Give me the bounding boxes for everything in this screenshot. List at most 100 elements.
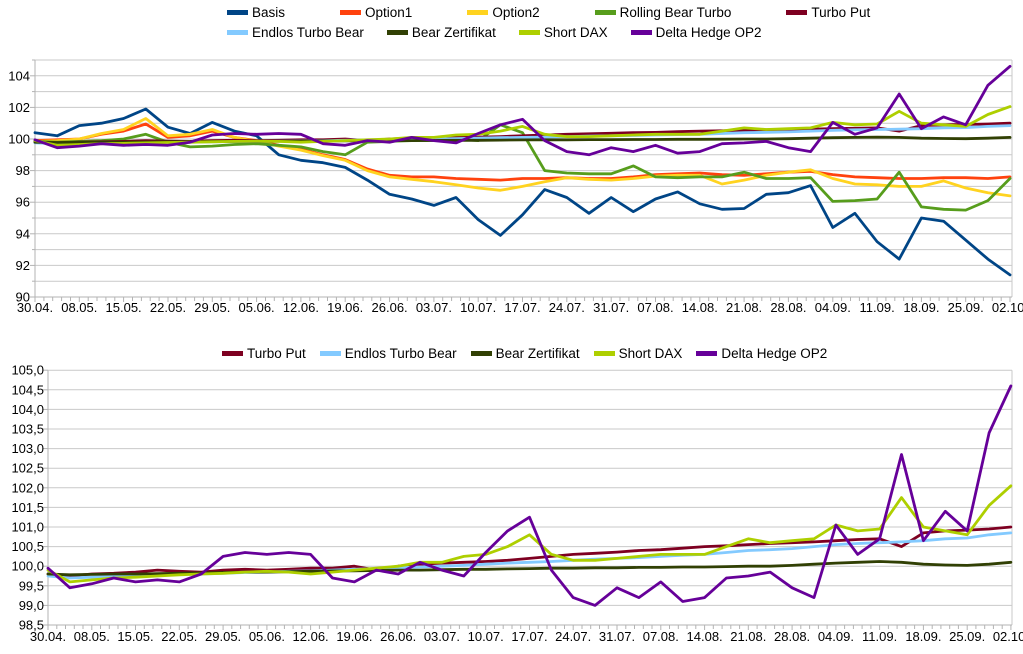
legend-item-bear-zertifikat: Bear Zertifikat — [386, 24, 496, 40]
y-axis-tick-label: 90 — [16, 290, 30, 305]
legend-label: Rolling Bear Turbo — [619, 4, 732, 20]
legend-swatch-rolling-bear-turbo-icon — [594, 9, 616, 15]
legend-row: Turbo Put Endlos Turbo Bear Bear Zertifika… — [222, 343, 827, 363]
x-axis-tick-label: 15.05. — [106, 300, 142, 315]
series-line-short-dax[interactable] — [33, 105, 1012, 147]
legend-item-short-dax: Short DAX — [593, 345, 683, 361]
x-axis-tick-label: 19.06. — [327, 300, 363, 315]
bottom-chart-legend: Turbo Put Endlos Turbo Bear Bear Zertifika… — [0, 343, 827, 363]
legend-swatch-endlos-turbo-bear-icon — [319, 350, 341, 356]
legend-label: Delta Hedge OP2 — [721, 345, 828, 361]
x-axis-tick-label: 12.06. — [283, 300, 319, 315]
y-axis-tick-label: 98,5 — [19, 618, 44, 633]
x-axis-tick-label: 21.08. — [726, 300, 762, 315]
x-axis-tick-label: 26.06. — [372, 300, 408, 315]
series-line-option1[interactable] — [33, 122, 1012, 182]
legend-label: Bear Zertifikat — [411, 24, 496, 40]
y-axis-tick-label: 99,5 — [19, 578, 44, 593]
x-axis-tick-label: 28.08. — [770, 300, 806, 315]
y-axis-tick-label: 102,0 — [11, 480, 44, 495]
x-axis-tick-label: 10.07. — [468, 629, 504, 644]
x-axis-tick-label: 12.06. — [293, 629, 329, 644]
legend-item-endlos-turbo-bear: Endlos Turbo Bear — [227, 25, 364, 40]
top-chart-legend: Basis Option1 Option2 Rolling Bear Turbo Tur… — [0, 2, 870, 42]
x-axis-tick-label: 31.07. — [593, 300, 629, 315]
legend-swatch-endlos-turbo-bear-icon — [227, 29, 248, 35]
x-axis-tick-label: 03.07. — [416, 300, 452, 315]
x-axis-tick-label: 25.09. — [949, 629, 985, 644]
legend-label: Turbo Put — [811, 4, 871, 20]
x-axis-tick-label: 04.09. — [818, 629, 854, 644]
chart-performance-all-instruments[interactable]: 90 92 94 96 98 100 102 104 30.04. 08.05. 15.05. 22.… — [8, 59, 1023, 315]
legend-swatch-delta-hedge-op2-icon — [630, 29, 652, 35]
y-axis-tick-label: 94 — [16, 226, 30, 241]
x-axis-tick-label: 24.07. — [549, 300, 585, 315]
x-axis-tick-label: 02.10. — [992, 300, 1023, 315]
x-axis-tick-label: 03.07. — [424, 629, 460, 644]
legend-swatch-bear-zertifikat-icon — [470, 350, 492, 356]
y-axis-tick-label: 101,0 — [11, 520, 44, 535]
legend-swatch-turbo-put-icon — [786, 9, 808, 15]
legend-swatch-turbo-put-icon — [222, 350, 243, 356]
x-axis-tick-label: 30.04. — [30, 629, 66, 644]
y-axis-tick-label: 104,0 — [11, 402, 44, 417]
y-axis-tick-label: 103,0 — [11, 441, 44, 456]
y-axis-tick-label: 96 — [16, 195, 30, 210]
x-axis-tick-label: 10.07. — [460, 300, 496, 315]
legend-item-basis: Basis — [227, 5, 285, 20]
legend-swatch-basis-icon — [227, 9, 248, 15]
series-line-rolling-bear-turbo[interactable] — [33, 123, 1012, 212]
legend-label: Short DAX — [618, 345, 683, 361]
x-axis-tick-label: 29.05. — [194, 300, 230, 315]
legend-label: Turbo Put — [247, 345, 306, 361]
series-line-short-dax[interactable] — [46, 484, 1013, 584]
x-axis-tick-label: 07.08. — [643, 629, 679, 644]
legend-label: Bear Zertifikat — [495, 345, 580, 361]
x-axis-tick-label: 17.07. — [511, 629, 547, 644]
legend-item-delta-hedge-op2: Delta Hedge OP2 — [630, 25, 761, 40]
legend-item-turbo-put: Turbo Put — [222, 346, 306, 361]
x-axis-tick-label: 29.05. — [205, 629, 241, 644]
legend-row: Basis Option1 Option2 Rolling Bear Turbo Tur… — [227, 2, 870, 22]
x-axis-tick-label: 19.06. — [336, 629, 372, 644]
legend-item-option2: Option2 — [467, 4, 540, 20]
x-axis-tick-label: 30.04. — [17, 300, 53, 315]
legend-label: Option2 — [492, 4, 540, 20]
legend-swatch-delta-hedge-op2-icon — [696, 350, 718, 356]
legend-item-turbo-put: Turbo Put — [786, 5, 870, 20]
x-axis-tick-label: 15.05. — [117, 629, 153, 644]
legend-label: Option1 — [365, 4, 413, 20]
x-axis-tick-label: 22.05. — [150, 300, 186, 315]
series-line-delta-hedge-op2[interactable] — [46, 384, 1013, 607]
series-line-basis[interactable] — [33, 107, 1012, 277]
legend-label: Endlos Turbo Bear — [344, 345, 457, 361]
x-axis-tick-label: 17.07. — [504, 300, 540, 315]
y-axis-tick-label: 100,0 — [11, 559, 44, 574]
x-axis-tick-label: 14.08. — [687, 629, 723, 644]
series-line-delta-hedge-op2[interactable] — [33, 64, 1012, 157]
x-axis-tick-label: 05.06. — [239, 300, 275, 315]
x-axis-tick-label: 04.09. — [815, 300, 851, 315]
legend-swatch-option1-icon — [340, 9, 362, 15]
x-axis-tick-label: 22.05. — [161, 629, 197, 644]
legend-label: Short DAX — [543, 24, 608, 40]
x-axis-tick-label: 18.09. — [905, 629, 941, 644]
legend-row: Endlos Turbo Bear Bear Zertifikat Short DA… — [227, 22, 870, 42]
x-axis-tick-label: 11.09. — [860, 300, 895, 315]
x-axis-tick-label: 24.07. — [555, 629, 591, 644]
legend-swatch-bear-zertifikat-icon — [386, 29, 408, 35]
y-axis-tick-label: 99,0 — [19, 598, 44, 613]
x-axis-tick-label: 26.06. — [380, 629, 416, 644]
x-axis-tick-label: 11.09. — [862, 629, 897, 644]
legend-item-endlos-turbo-bear: Endlos Turbo Bear — [319, 345, 457, 361]
y-axis-tick-label: 92 — [16, 258, 30, 273]
x-axis-tick-label: 28.08. — [774, 629, 810, 644]
chart-performance-short-instruments-zoom[interactable]: 98,5 99,0 99,5 100,0 100,5 101,0 101,5 102,0 102… — [11, 363, 1023, 644]
x-axis-tick-label: 07.08. — [637, 300, 673, 315]
series-line-option2[interactable] — [33, 117, 1012, 198]
legend-label: Endlos Turbo Bear — [252, 24, 364, 40]
legend-swatch-short-dax-icon — [593, 350, 615, 356]
y-axis-tick-label: 100 — [8, 132, 30, 147]
